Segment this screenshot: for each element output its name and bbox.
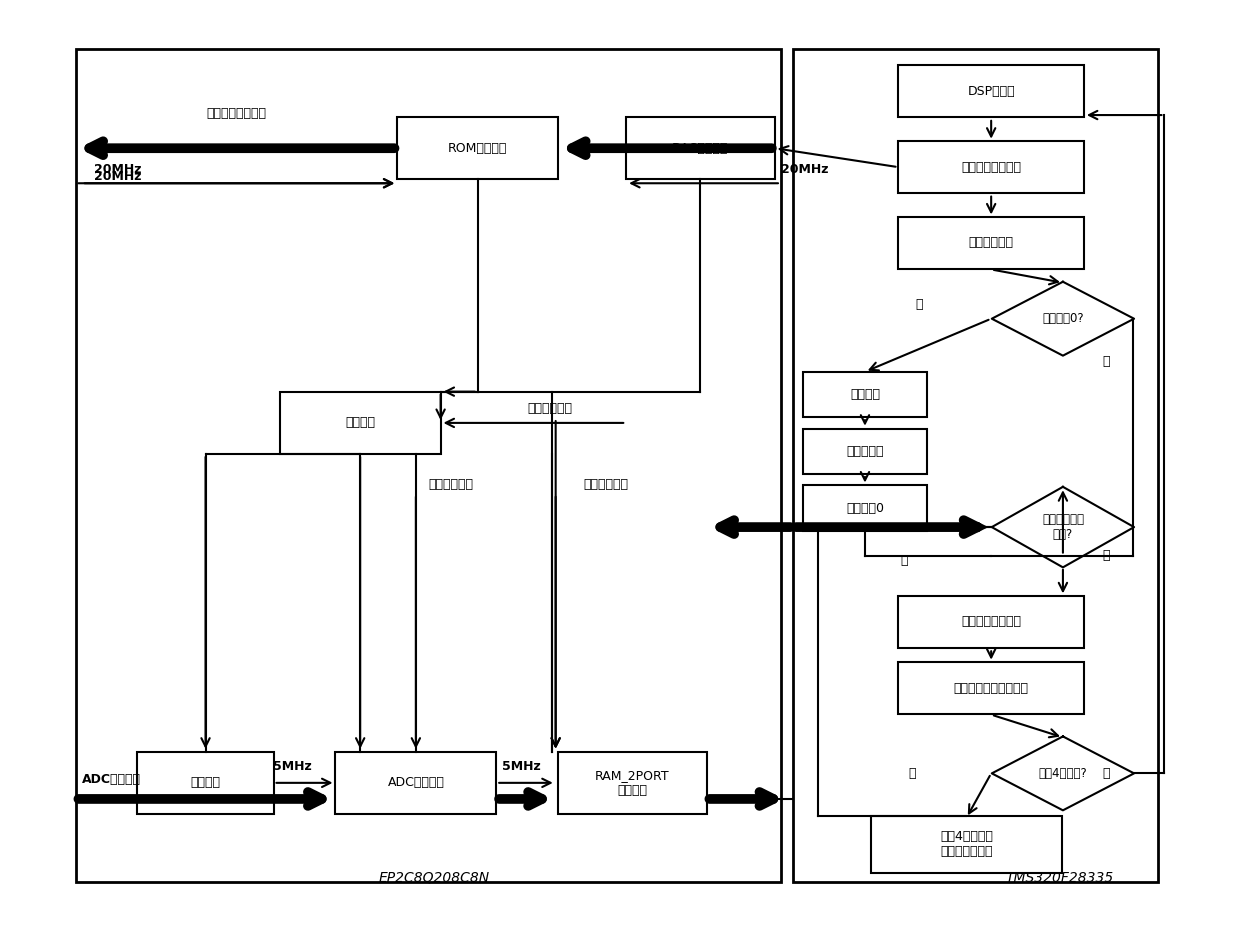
Text: 标志位置0: 标志位置0 (846, 502, 884, 515)
Text: ADC采样控制: ADC采样控制 (387, 776, 444, 789)
Text: 20MHz: 20MHz (781, 162, 828, 176)
FancyBboxPatch shape (794, 48, 1158, 883)
Text: 是: 是 (1102, 355, 1110, 368)
Text: ADC采样数据: ADC采样数据 (82, 772, 141, 786)
FancyBboxPatch shape (898, 66, 1084, 118)
FancyBboxPatch shape (804, 428, 926, 474)
Text: 延时控制: 延时控制 (345, 416, 376, 429)
FancyBboxPatch shape (898, 596, 1084, 648)
FancyBboxPatch shape (76, 48, 781, 883)
Text: 标志位为0?: 标志位为0? (1042, 313, 1084, 325)
Text: DAC驱动控制: DAC驱动控制 (672, 142, 729, 155)
FancyBboxPatch shape (898, 217, 1084, 269)
FancyBboxPatch shape (626, 118, 775, 179)
Text: 收到转存起始
信号?: 收到转存起始 信号? (1042, 513, 1084, 541)
Text: 否: 否 (900, 554, 909, 567)
Text: TMS320F28335: TMS320F28335 (1006, 870, 1114, 884)
Text: EP2C8Q208C8N: EP2C8Q208C8N (379, 870, 490, 884)
Text: 时钟分频: 时钟分频 (191, 776, 221, 789)
Text: 是: 是 (908, 767, 915, 780)
Text: 采样起始信号: 采样起始信号 (428, 478, 474, 491)
Text: 是: 是 (1102, 549, 1110, 562)
Text: 20MHz: 20MHz (94, 162, 141, 176)
FancyBboxPatch shape (804, 485, 926, 531)
FancyBboxPatch shape (804, 371, 926, 417)
Text: 发送激励起始信号: 发送激励起始信号 (961, 161, 1022, 174)
FancyBboxPatch shape (138, 752, 274, 813)
Text: 信号处理计算传播时间: 信号处理计算传播时间 (954, 682, 1029, 694)
FancyBboxPatch shape (898, 142, 1084, 193)
Text: 5MHz: 5MHz (502, 760, 541, 773)
Text: 上位机通讯: 上位机通讯 (846, 445, 884, 458)
FancyBboxPatch shape (397, 118, 558, 179)
Text: 延时起始信号: 延时起始信号 (527, 402, 572, 415)
FancyBboxPatch shape (336, 752, 496, 813)
Text: 5MHz: 5MHz (273, 760, 311, 773)
Text: 根据4个通道传
播时间计算流量: 根据4个通道传 播时间计算流量 (940, 830, 993, 859)
FancyBboxPatch shape (870, 816, 1063, 873)
Text: 否: 否 (915, 298, 923, 311)
Text: 切换选通声道: 切换选通声道 (968, 237, 1013, 250)
Text: RAM_2PORT
数据存储: RAM_2PORT 数据存储 (595, 769, 670, 797)
Text: 激励信号波形数据: 激励信号波形数据 (207, 106, 267, 120)
Text: ROM数据输出: ROM数据输出 (448, 142, 507, 155)
Text: 否: 否 (1102, 767, 1110, 780)
Text: DSP初始化: DSP初始化 (967, 85, 1016, 98)
Text: 20MHz: 20MHz (94, 170, 141, 183)
Text: 转存回波信号数据: 转存回波信号数据 (961, 616, 1022, 628)
Text: 转存起始信号: 转存起始信号 (583, 478, 627, 491)
FancyBboxPatch shape (898, 662, 1084, 714)
Text: 更新液晶: 更新液晶 (849, 388, 880, 401)
Text: 完成4次计算?: 完成4次计算? (1039, 767, 1087, 780)
FancyBboxPatch shape (558, 752, 707, 813)
FancyBboxPatch shape (280, 392, 440, 454)
